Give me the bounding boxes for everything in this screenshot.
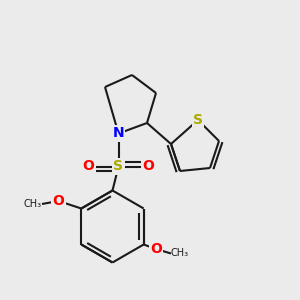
Text: O: O — [150, 242, 162, 256]
Text: O: O — [52, 194, 64, 208]
Text: S: S — [113, 160, 124, 173]
Text: O: O — [82, 160, 94, 173]
Text: CH₃: CH₃ — [24, 199, 42, 209]
Text: CH₃: CH₃ — [171, 248, 189, 259]
Text: N: N — [113, 127, 124, 140]
Text: S: S — [193, 113, 203, 127]
Text: O: O — [142, 160, 154, 173]
